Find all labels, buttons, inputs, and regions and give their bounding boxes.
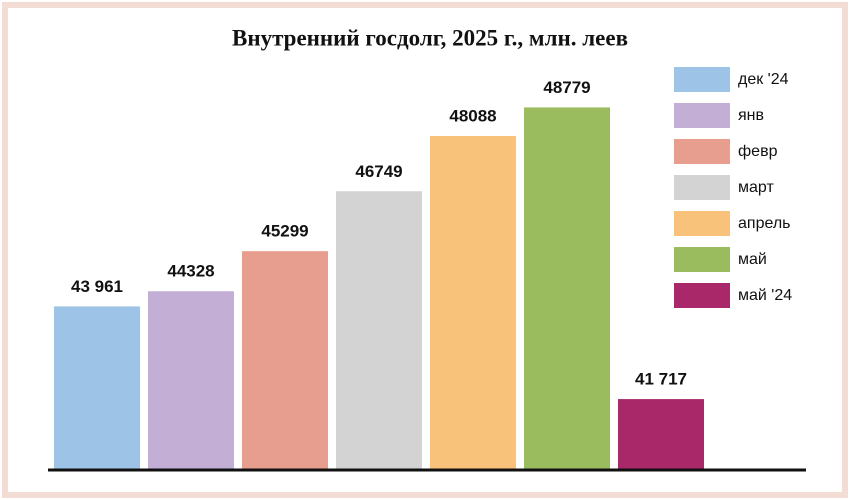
bar: [430, 135, 516, 470]
legend-label: апрель: [738, 215, 791, 232]
legend-label: май: [738, 251, 767, 268]
value-label: 46749: [355, 162, 402, 181]
value-label: 45299: [261, 222, 308, 241]
legend-swatch: [674, 139, 730, 164]
value-label: 48779: [543, 78, 590, 97]
legend-swatch: [674, 283, 730, 308]
legend-label: март: [738, 179, 774, 196]
bar: [336, 191, 422, 470]
legend-swatch: [674, 67, 730, 92]
bar: [54, 306, 140, 470]
legend-swatch: [674, 175, 730, 200]
legend-label: февр: [738, 143, 778, 160]
bar: [524, 107, 610, 470]
legend-label: дек '24: [738, 71, 789, 88]
value-label: 44328: [167, 262, 214, 281]
chart-title: Внутренний госдолг, 2025 г., млн. леев: [232, 25, 628, 50]
legend-swatch: [674, 211, 730, 236]
legend-label: янв: [738, 107, 764, 124]
value-label: 43 961: [71, 277, 123, 296]
value-label: 41 717: [635, 370, 687, 389]
bar: [148, 291, 234, 470]
legend-swatch: [674, 103, 730, 128]
legend-swatch: [674, 247, 730, 272]
value-label: 48088: [449, 106, 496, 125]
bar: [618, 399, 704, 470]
bar: [242, 251, 328, 470]
legend-label: май '24: [738, 287, 792, 304]
